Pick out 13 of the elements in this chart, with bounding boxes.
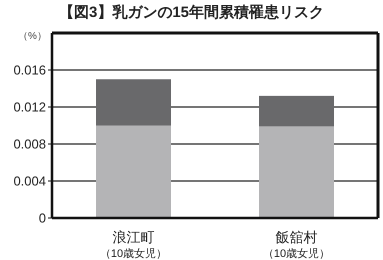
x-tick-label: 飯舘村（10歳女児） bbox=[262, 229, 330, 260]
x-tick-label: 浪江町（10歳女児） bbox=[100, 229, 168, 260]
y-tick-label: 0.012 bbox=[13, 100, 46, 115]
bar bbox=[259, 126, 334, 218]
y-tick-label: 0.008 bbox=[13, 136, 46, 152]
bar bbox=[96, 126, 172, 218]
bar bbox=[259, 96, 334, 126]
y-tick-label: 0.004 bbox=[13, 174, 46, 189]
y-axis-title: （%） bbox=[18, 30, 47, 43]
bar bbox=[96, 79, 172, 126]
y-tick-label: 0.016 bbox=[13, 62, 46, 78]
y-tick-label: 0 bbox=[38, 210, 46, 226]
chart-title: 【図3】乳ガンの15年間累積罹患リスク bbox=[58, 3, 326, 22]
